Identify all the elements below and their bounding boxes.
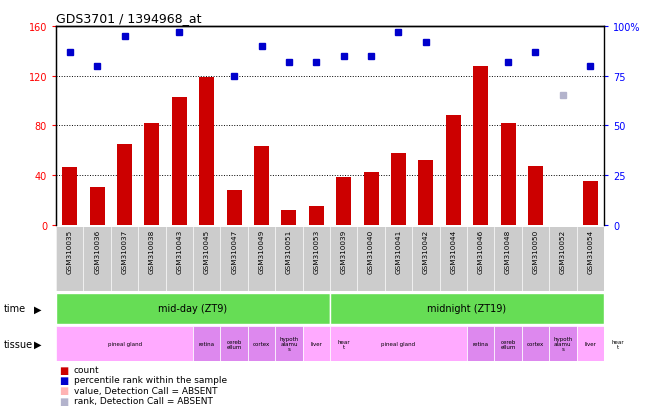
Bar — [418, 161, 434, 225]
Text: GSM310054: GSM310054 — [587, 229, 593, 273]
Text: rank, Detection Call = ABSENT: rank, Detection Call = ABSENT — [74, 396, 213, 405]
Text: GSM310035: GSM310035 — [67, 229, 73, 273]
Text: ■: ■ — [59, 396, 69, 406]
Bar — [391, 153, 406, 225]
Text: hear
t: hear t — [337, 339, 350, 349]
Text: retina: retina — [199, 341, 214, 347]
Bar — [254, 147, 269, 225]
Text: GSM310053: GSM310053 — [314, 229, 319, 273]
Text: hear
t: hear t — [611, 339, 624, 349]
Text: mid-day (ZT9): mid-day (ZT9) — [158, 304, 228, 314]
Bar — [90, 188, 105, 225]
Text: time: time — [3, 304, 26, 314]
Text: GSM310038: GSM310038 — [149, 229, 155, 273]
Text: GSM310044: GSM310044 — [450, 229, 456, 273]
Text: GSM310049: GSM310049 — [259, 229, 265, 273]
Text: cereb
ellum: cereb ellum — [226, 339, 242, 349]
Text: GSM310039: GSM310039 — [341, 229, 346, 273]
Bar — [521, 326, 549, 361]
Bar — [275, 326, 302, 361]
Bar — [364, 173, 379, 225]
Text: GSM310048: GSM310048 — [505, 229, 511, 273]
Bar — [172, 97, 187, 225]
Text: pineal gland: pineal gland — [108, 341, 142, 347]
Bar — [500, 123, 515, 225]
Bar — [309, 206, 324, 225]
Bar — [281, 210, 296, 225]
Text: cortex: cortex — [527, 341, 544, 347]
Text: GSM310052: GSM310052 — [560, 229, 566, 273]
Text: GSM310040: GSM310040 — [368, 229, 374, 273]
Bar — [473, 66, 488, 225]
Text: midnight (ZT19): midnight (ZT19) — [428, 304, 506, 314]
Text: ▶: ▶ — [34, 304, 42, 314]
Text: liver: liver — [310, 341, 322, 347]
Text: GSM310045: GSM310045 — [204, 229, 210, 273]
Text: GSM310050: GSM310050 — [533, 229, 539, 273]
Text: percentile rank within the sample: percentile rank within the sample — [74, 375, 227, 385]
Text: GSM310047: GSM310047 — [231, 229, 237, 273]
Bar — [193, 326, 220, 361]
Text: GSM310051: GSM310051 — [286, 229, 292, 273]
Bar — [56, 293, 330, 324]
Text: GSM310036: GSM310036 — [94, 229, 100, 273]
Text: hypoth
alamu
s: hypoth alamu s — [553, 336, 572, 351]
Text: ■: ■ — [59, 365, 69, 375]
Text: ■: ■ — [59, 385, 69, 395]
Bar — [336, 178, 351, 225]
Text: value, Detection Call = ABSENT: value, Detection Call = ABSENT — [74, 386, 217, 395]
Text: GSM310037: GSM310037 — [121, 229, 127, 273]
Text: pineal gland: pineal gland — [381, 341, 416, 347]
Bar — [117, 145, 132, 225]
Bar — [330, 326, 467, 361]
Text: count: count — [74, 365, 100, 374]
Text: ▶: ▶ — [34, 339, 42, 349]
Bar — [248, 326, 275, 361]
Bar — [577, 326, 604, 361]
Text: ■: ■ — [59, 375, 69, 385]
Text: GSM310043: GSM310043 — [176, 229, 182, 273]
Bar — [226, 190, 242, 225]
Text: GSM310046: GSM310046 — [478, 229, 484, 273]
Bar — [220, 326, 248, 361]
Bar — [56, 326, 193, 361]
Bar — [145, 123, 160, 225]
Text: cereb
ellum: cereb ellum — [500, 339, 515, 349]
Bar — [549, 326, 577, 361]
Bar — [494, 326, 521, 361]
Bar — [302, 326, 330, 361]
Text: tissue: tissue — [3, 339, 32, 349]
Bar — [446, 116, 461, 225]
Bar — [62, 168, 77, 225]
Text: GSM310042: GSM310042 — [423, 229, 429, 273]
Text: hypoth
alamu
s: hypoth alamu s — [279, 336, 298, 351]
Text: GSM310041: GSM310041 — [395, 229, 401, 273]
Bar — [528, 167, 543, 225]
Bar — [467, 326, 494, 361]
Bar — [604, 326, 631, 361]
Text: retina: retina — [473, 341, 488, 347]
Bar — [583, 182, 598, 225]
Text: liver: liver — [584, 341, 596, 347]
Text: cortex: cortex — [253, 341, 270, 347]
Text: GDS3701 / 1394968_at: GDS3701 / 1394968_at — [56, 12, 201, 25]
Bar — [330, 293, 604, 324]
Bar — [330, 326, 358, 361]
Bar — [199, 78, 214, 225]
